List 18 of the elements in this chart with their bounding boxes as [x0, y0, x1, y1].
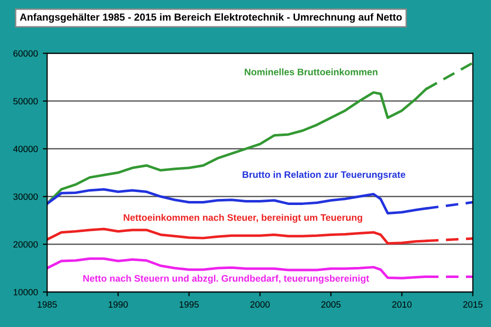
series-label: Nominelles Bruttoeinkommen	[244, 68, 378, 76]
x-tick-label: 1985	[38, 301, 57, 308]
series-label: Netto nach Steuern und abzgl. Grundbedarf, teuerungsbereinigt	[83, 274, 370, 284]
x-tick-label: 2015	[463, 301, 482, 308]
chart-title: Anfangsgehälter 1985 - 2015 im Bereich Elektrotechnik - Umrechnung auf Netto	[20, 13, 402, 23]
y-tick-label: 60000	[13, 50, 38, 57]
x-tick-label: 1995	[180, 301, 199, 308]
y-tick-label: 40000	[13, 146, 38, 152]
x-tick-label: 1990	[108, 301, 128, 308]
text: Brutto in Relation zur Teuerungsrate	[242, 170, 406, 180]
y-tick-label: 10000	[14, 288, 38, 296]
x-tick-label: 2010	[392, 301, 412, 308]
y-tick-label: 50000	[13, 98, 38, 104]
x-tick-label: 2000	[250, 301, 270, 308]
y-tick-label: 20000	[13, 241, 38, 248]
y-tick-label: 30000	[13, 193, 38, 200]
x-tick-label: 2005	[321, 301, 341, 308]
series-label: Nettoeinkommen nach Steuer, bereinigt um Teuerung	[124, 214, 362, 223]
